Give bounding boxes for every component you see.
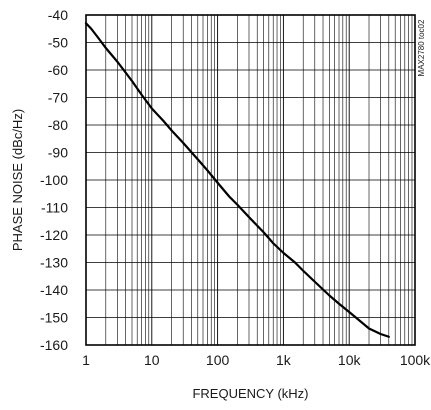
x-tick-label: 1 xyxy=(82,352,90,368)
y-tick-labels: -40 -50 -60 -70 -80 -90 -100 -110 -120 -130 -140 -1… xyxy=(40,7,68,353)
x-tick-label: 10k xyxy=(338,352,362,368)
y-tick-label: -60 xyxy=(48,62,68,78)
y-tick-label: -160 xyxy=(40,337,68,353)
y-tick-label: -120 xyxy=(40,227,68,243)
plot-frame xyxy=(85,14,416,346)
x-tick-label: 100 xyxy=(206,352,230,368)
x-tick-labels: 1 10 100 1k 10k 100k xyxy=(82,352,431,368)
y-tick-label: -40 xyxy=(48,7,68,23)
x-axis-title: FREQUENCY (kHz) xyxy=(192,386,308,401)
figure-code: MAX2780 toc02 xyxy=(417,19,426,76)
x-tick-label: 1k xyxy=(276,352,292,368)
y-tick-label: -130 xyxy=(40,255,68,271)
x-tick-label: 10 xyxy=(144,352,160,368)
y-tick-label: -110 xyxy=(41,200,68,216)
x-tick-label: 100k xyxy=(400,352,431,368)
y-tick-label: -100 xyxy=(40,172,68,188)
y-tick-label: -150 xyxy=(40,310,68,326)
y-tick-label: -140 xyxy=(40,282,68,298)
y-tick-label: -50 xyxy=(48,35,68,51)
y-axis-title: PHASE NOISE (dBc/Hz) xyxy=(10,109,25,251)
y-tick-label: -90 xyxy=(48,145,68,161)
grid xyxy=(86,15,415,345)
y-tick-label: -80 xyxy=(48,117,68,133)
series-layer xyxy=(84,22,390,338)
y-tick-label: -70 xyxy=(48,90,68,106)
phase-noise-series-line xyxy=(84,22,390,338)
